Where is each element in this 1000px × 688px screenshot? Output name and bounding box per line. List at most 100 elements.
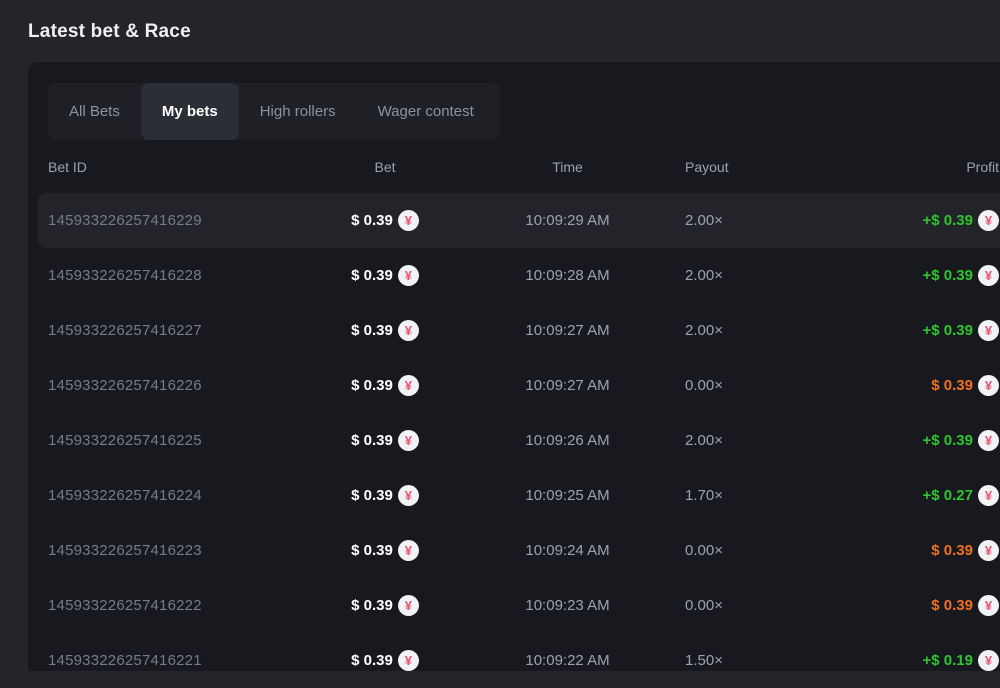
bet-id: 145933226257416221	[48, 652, 202, 669]
bet-amount: $ 0.39 ¥	[351, 485, 419, 506]
table-header: Bet ID Bet Time Payout Profit	[38, 140, 1000, 193]
tab-all-bets[interactable]: All Bets	[69, 103, 120, 120]
bet-payout: 2.00×	[685, 432, 723, 449]
bet-profit: $ 0.39 ¥	[931, 540, 999, 561]
yen-coin-icon: ¥	[397, 540, 419, 561]
yen-coin-icon: ¥	[978, 485, 999, 506]
tab-high-rollers[interactable]: High rollers	[259, 103, 336, 120]
column-header-time: Time	[552, 158, 583, 175]
yen-coin-icon: ¥	[397, 375, 419, 396]
yen-coin-icon: ¥	[978, 430, 999, 451]
bet-id: 145933226257416223	[48, 542, 202, 559]
bet-time: 10:09:26 AM	[525, 432, 610, 449]
bet-profit-value: +$ 0.39	[922, 267, 973, 284]
table-row[interactable]: 145933226257416228 $ 0.39 ¥10:09:28 AM 2.00…	[38, 248, 1000, 303]
bet-id: 145933226257416226	[48, 377, 202, 394]
yen-coin-icon: ¥	[978, 320, 999, 341]
yen-coin-icon: ¥	[397, 485, 419, 506]
bet-profit: +$ 0.19 ¥	[923, 650, 999, 671]
bet-profit-value: +$ 0.27	[922, 487, 973, 504]
bet-profit: +$ 0.39 ¥	[923, 265, 999, 286]
bet-amount: $ 0.39 ¥	[351, 375, 419, 396]
bet-time: 10:09:28 AM	[525, 267, 610, 284]
bet-time: 10:09:29 AM	[525, 212, 610, 229]
bet-amount: $ 0.39 ¥	[351, 595, 419, 616]
page-title: Latest bet & Race	[28, 21, 191, 42]
bet-time: 10:09:25 AM	[525, 487, 610, 504]
yen-coin-icon: ¥	[978, 265, 999, 286]
bet-time: 10:09:27 AM	[525, 377, 610, 394]
bet-time: 10:09:23 AM	[525, 597, 610, 614]
bet-amount-value: $ 0.39	[351, 267, 393, 284]
bet-id: 145933226257416227	[48, 322, 202, 339]
bet-amount-value: $ 0.39	[351, 597, 393, 614]
table-row[interactable]: 145933226257416222 $ 0.39 ¥10:09:23 AM 0.00…	[38, 578, 1000, 633]
table-row[interactable]: 145933226257416226 $ 0.39 ¥10:09:27 AM 0.00…	[38, 358, 1000, 413]
bet-amount: $ 0.39 ¥	[351, 540, 419, 561]
table-row[interactable]: 145933226257416227 $ 0.39 ¥10:09:27 AM 2.00…	[38, 303, 1000, 358]
bet-payout: 0.00×	[685, 542, 723, 559]
bet-amount-value: $ 0.39	[351, 542, 393, 559]
yen-coin-icon: ¥	[397, 210, 419, 231]
bet-amount-value: $ 0.39	[351, 322, 393, 339]
yen-coin-icon: ¥	[397, 430, 419, 451]
yen-coin-icon: ¥	[397, 265, 419, 286]
bet-amount-value: $ 0.39	[351, 487, 393, 504]
bet-amount-value: $ 0.39	[351, 212, 393, 229]
column-header-bet-id: Bet ID	[48, 158, 87, 175]
bet-payout: 0.00×	[685, 597, 723, 614]
bet-id: 145933226257416229	[48, 212, 202, 229]
bet-profit: +$ 0.39 ¥	[923, 210, 999, 231]
bet-time: 10:09:24 AM	[525, 542, 610, 559]
bet-id: 145933226257416222	[48, 597, 202, 614]
bet-profit-value: +$ 0.39	[922, 322, 973, 339]
yen-coin-icon: ¥	[978, 210, 999, 231]
bets-card: All Bets My bets High rollers Wager contest…	[28, 62, 1000, 671]
yen-coin-icon: ¥	[397, 320, 419, 341]
bet-id: 145933226257416224	[48, 487, 202, 504]
column-header-payout: Payout	[685, 158, 729, 175]
bet-amount: $ 0.39 ¥	[351, 650, 419, 671]
bet-profit-value: +$ 0.39	[922, 212, 973, 229]
bet-amount: $ 0.39 ¥	[351, 265, 419, 286]
bet-payout: 0.00×	[685, 377, 723, 394]
yen-coin-icon: ¥	[978, 375, 999, 396]
bet-payout: 2.00×	[685, 322, 723, 339]
bet-payout: 2.00×	[685, 212, 723, 229]
bets-tabs: All Bets My bets High rollers Wager contest	[48, 83, 500, 140]
tab-my-bets[interactable]: My bets	[140, 83, 239, 140]
bet-id: 145933226257416228	[48, 267, 202, 284]
table-row[interactable]: 145933226257416224 $ 0.39 ¥10:09:25 AM 1.70…	[38, 468, 1000, 523]
yen-coin-icon: ¥	[978, 650, 999, 671]
bet-amount: $ 0.39 ¥	[351, 430, 419, 451]
bet-profit-value: +$ 0.19	[922, 652, 973, 669]
bet-amount-value: $ 0.39	[351, 652, 393, 669]
bet-amount: $ 0.39 ¥	[351, 210, 419, 231]
tab-wager-contest[interactable]: Wager contest	[377, 103, 474, 120]
bet-profit: $ 0.39 ¥	[931, 375, 999, 396]
table-row[interactable]: 145933226257416229 $ 0.39 ¥10:09:29 AM 2.00…	[38, 193, 1000, 248]
bet-amount: $ 0.39 ¥	[351, 320, 419, 341]
bet-id: 145933226257416225	[48, 432, 202, 449]
bet-profit-value: $ 0.39	[931, 542, 973, 559]
table-row[interactable]: 145933226257416223 $ 0.39 ¥10:09:24 AM 0.00…	[38, 523, 1000, 578]
bet-payout: 2.00×	[685, 267, 723, 284]
yen-coin-icon: ¥	[397, 595, 419, 616]
bet-amount-value: $ 0.39	[351, 432, 393, 449]
bet-payout: 1.70×	[685, 487, 723, 504]
table-row[interactable]: 145933226257416221 $ 0.39 ¥10:09:22 AM 1.50…	[38, 633, 1000, 688]
column-header-profit: Profit	[966, 158, 999, 175]
yen-coin-icon: ¥	[978, 595, 999, 616]
bet-profit: $ 0.39 ¥	[931, 595, 999, 616]
bet-profit-value: $ 0.39	[931, 597, 973, 614]
column-header-bet: Bet	[374, 158, 396, 175]
bet-profit: +$ 0.39 ¥	[923, 320, 999, 341]
bet-profit-value: $ 0.39	[931, 377, 973, 394]
bet-time: 10:09:27 AM	[525, 322, 610, 339]
yen-coin-icon: ¥	[397, 650, 419, 671]
bet-payout: 1.50×	[685, 652, 723, 669]
table-body: 145933226257416229 $ 0.39 ¥10:09:29 AM 2.00…	[38, 193, 1000, 688]
bet-time: 10:09:22 AM	[525, 652, 610, 669]
table-row[interactable]: 145933226257416225 $ 0.39 ¥10:09:26 AM 2.00…	[38, 413, 1000, 468]
yen-coin-icon: ¥	[978, 540, 999, 561]
